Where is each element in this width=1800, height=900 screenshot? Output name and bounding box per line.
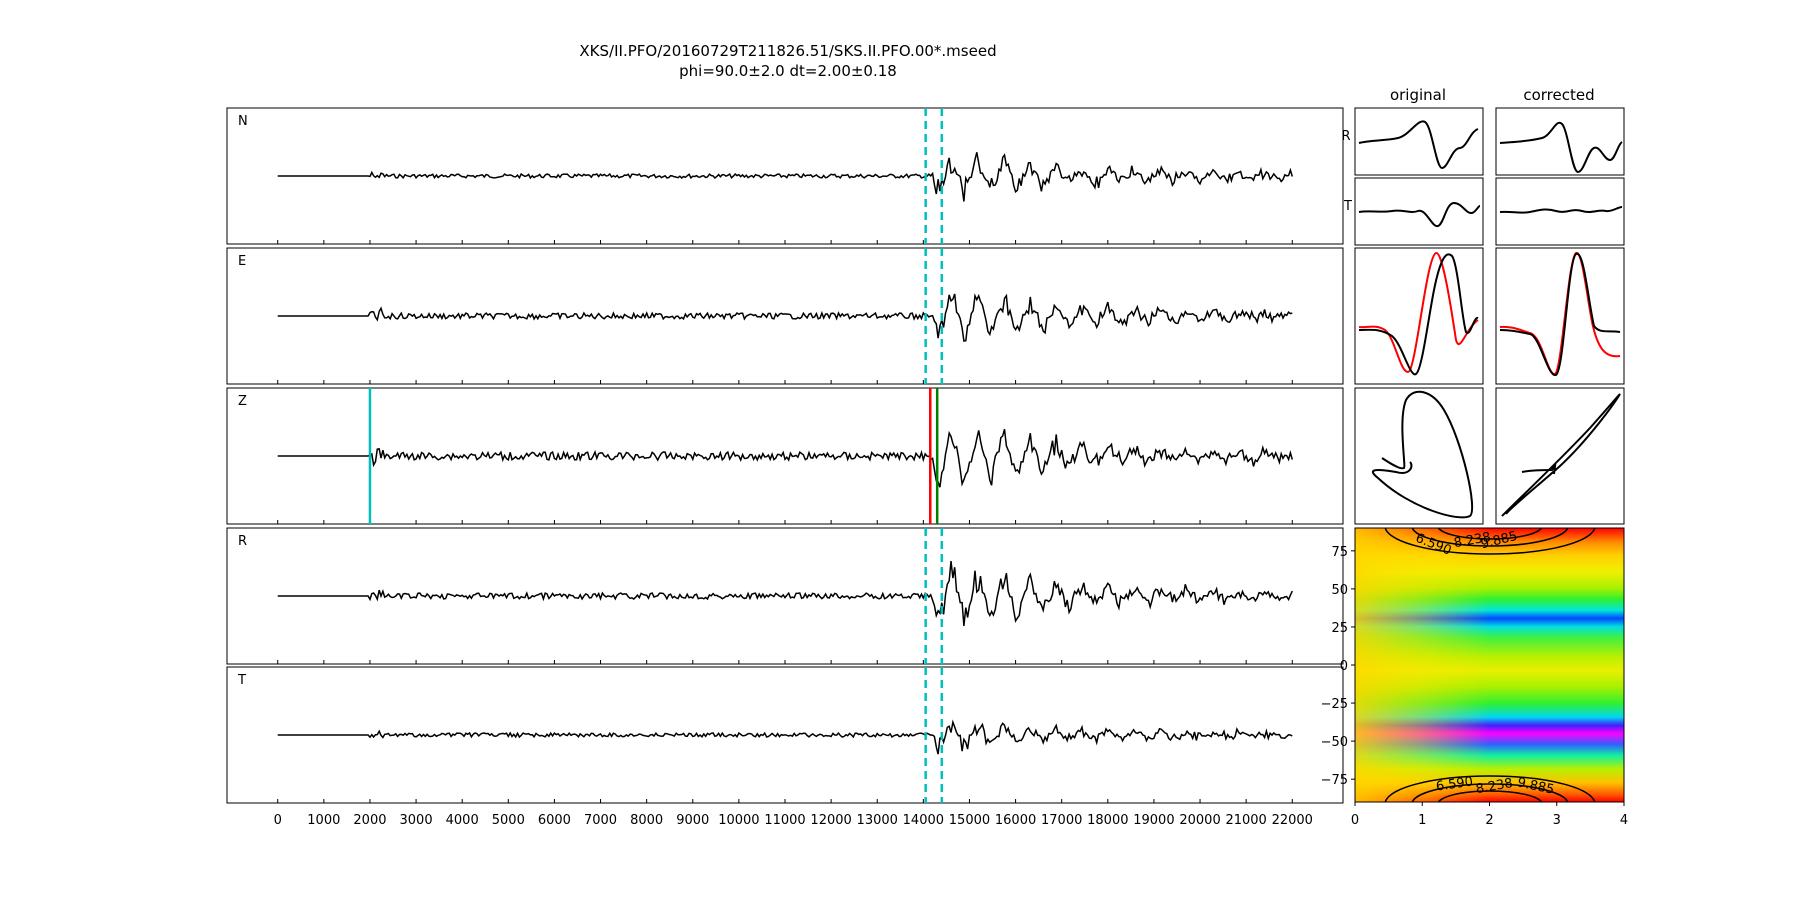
trace-label-r: R bbox=[238, 534, 247, 549]
x-tick-label: 12000 bbox=[810, 813, 851, 828]
hm-x-tick-label: 3 bbox=[1553, 813, 1561, 828]
x-tick-label: 22000 bbox=[1272, 813, 1313, 828]
column-title-original: original bbox=[1390, 86, 1446, 104]
trace-waveform-e bbox=[277, 293, 1293, 342]
panel-original-t bbox=[1354, 177, 1484, 246]
x-tick-label: 5000 bbox=[492, 813, 525, 828]
hm-y-tick-label: −50 bbox=[1321, 735, 1348, 750]
trace-label-t: T bbox=[237, 673, 246, 688]
x-tick-label: 18000 bbox=[1087, 813, 1128, 828]
trace-waveform-n bbox=[277, 152, 1294, 202]
x-tick-label: 8000 bbox=[630, 813, 663, 828]
x-tick-label: 14000 bbox=[903, 813, 944, 828]
x-tick-label: 2000 bbox=[353, 813, 386, 828]
hm-y-tick-label: 25 bbox=[1331, 621, 1348, 636]
panel-corrected-overlay bbox=[1495, 247, 1625, 385]
hm-y-tick-label: 75 bbox=[1331, 545, 1348, 560]
panel-corrected-r bbox=[1495, 107, 1625, 176]
x-tick-label: 1000 bbox=[307, 813, 340, 828]
x-tick-label: 17000 bbox=[1041, 813, 1082, 828]
figure-title: XKS/II.PFO/20160729T211826.51/SKS.II.PFO… bbox=[579, 42, 996, 60]
trace-waveform-t bbox=[277, 719, 1293, 755]
trace-panels: N E Z R T bbox=[226, 107, 1344, 804]
hm-y-tick-label: −75 bbox=[1321, 773, 1348, 788]
hm-x-tick-label: 4 bbox=[1620, 813, 1628, 828]
x-tick-label: 13000 bbox=[857, 813, 898, 828]
hm-x-tick-label: 1 bbox=[1418, 813, 1426, 828]
panel-original-overlay bbox=[1354, 247, 1484, 385]
contour-label: 6.590 bbox=[1435, 775, 1474, 795]
x-tick-label: 6000 bbox=[538, 813, 571, 828]
trace-x-axis: 0 1000 2000 3000 4000 5000 6000 7000 8000 9000 100… bbox=[274, 813, 1313, 828]
x-tick-label: 16000 bbox=[995, 813, 1036, 828]
column-title-corrected: corrected bbox=[1523, 86, 1594, 104]
hm-y-tick-label: 0 bbox=[1340, 659, 1348, 674]
hm-x-tick-label: 0 bbox=[1351, 813, 1359, 828]
x-tick-label: 20000 bbox=[1179, 813, 1220, 828]
panel-corrected-t bbox=[1495, 177, 1625, 246]
x-tick-label: 21000 bbox=[1225, 813, 1266, 828]
trace-waveform-z bbox=[277, 429, 1294, 488]
hm-y-tick-label: −25 bbox=[1321, 697, 1348, 712]
contour-label: 8.238 bbox=[1453, 530, 1492, 551]
panel-original-particle-motion bbox=[1354, 387, 1484, 525]
row-label-r: R bbox=[1341, 129, 1350, 144]
trace-label-n: N bbox=[238, 114, 248, 129]
x-tick-label: 15000 bbox=[949, 813, 990, 828]
x-tick-label: 9000 bbox=[676, 813, 709, 828]
x-tick-label: 4000 bbox=[446, 813, 479, 828]
x-tick-label: 3000 bbox=[400, 813, 433, 828]
x-tick-label: 11000 bbox=[764, 813, 805, 828]
hm-y-tick-label: 50 bbox=[1331, 583, 1348, 598]
figure-subtitle: phi=90.0±2.0 dt=2.00±0.18 bbox=[679, 62, 897, 80]
row-label-t: T bbox=[1343, 199, 1352, 214]
x-tick-label: 10000 bbox=[718, 813, 759, 828]
x-tick-label: 0 bbox=[274, 813, 282, 828]
trace-label-z: Z bbox=[238, 394, 247, 409]
trace-waveform-r bbox=[277, 561, 1293, 626]
error-surface-axes: 0 1 2 3 4 75 50 25 0 −25 −50 −75 bbox=[1321, 545, 1629, 828]
trace-label-e: E bbox=[238, 254, 246, 269]
panel-original-r bbox=[1354, 107, 1484, 176]
error-surface bbox=[1354, 527, 1625, 803]
x-tick-label: 7000 bbox=[584, 813, 617, 828]
contour-label: 8.238 bbox=[1475, 776, 1514, 797]
x-tick-label: 19000 bbox=[1133, 813, 1174, 828]
panel-corrected-particle-motion bbox=[1495, 387, 1625, 525]
hm-x-tick-label: 2 bbox=[1485, 813, 1493, 828]
